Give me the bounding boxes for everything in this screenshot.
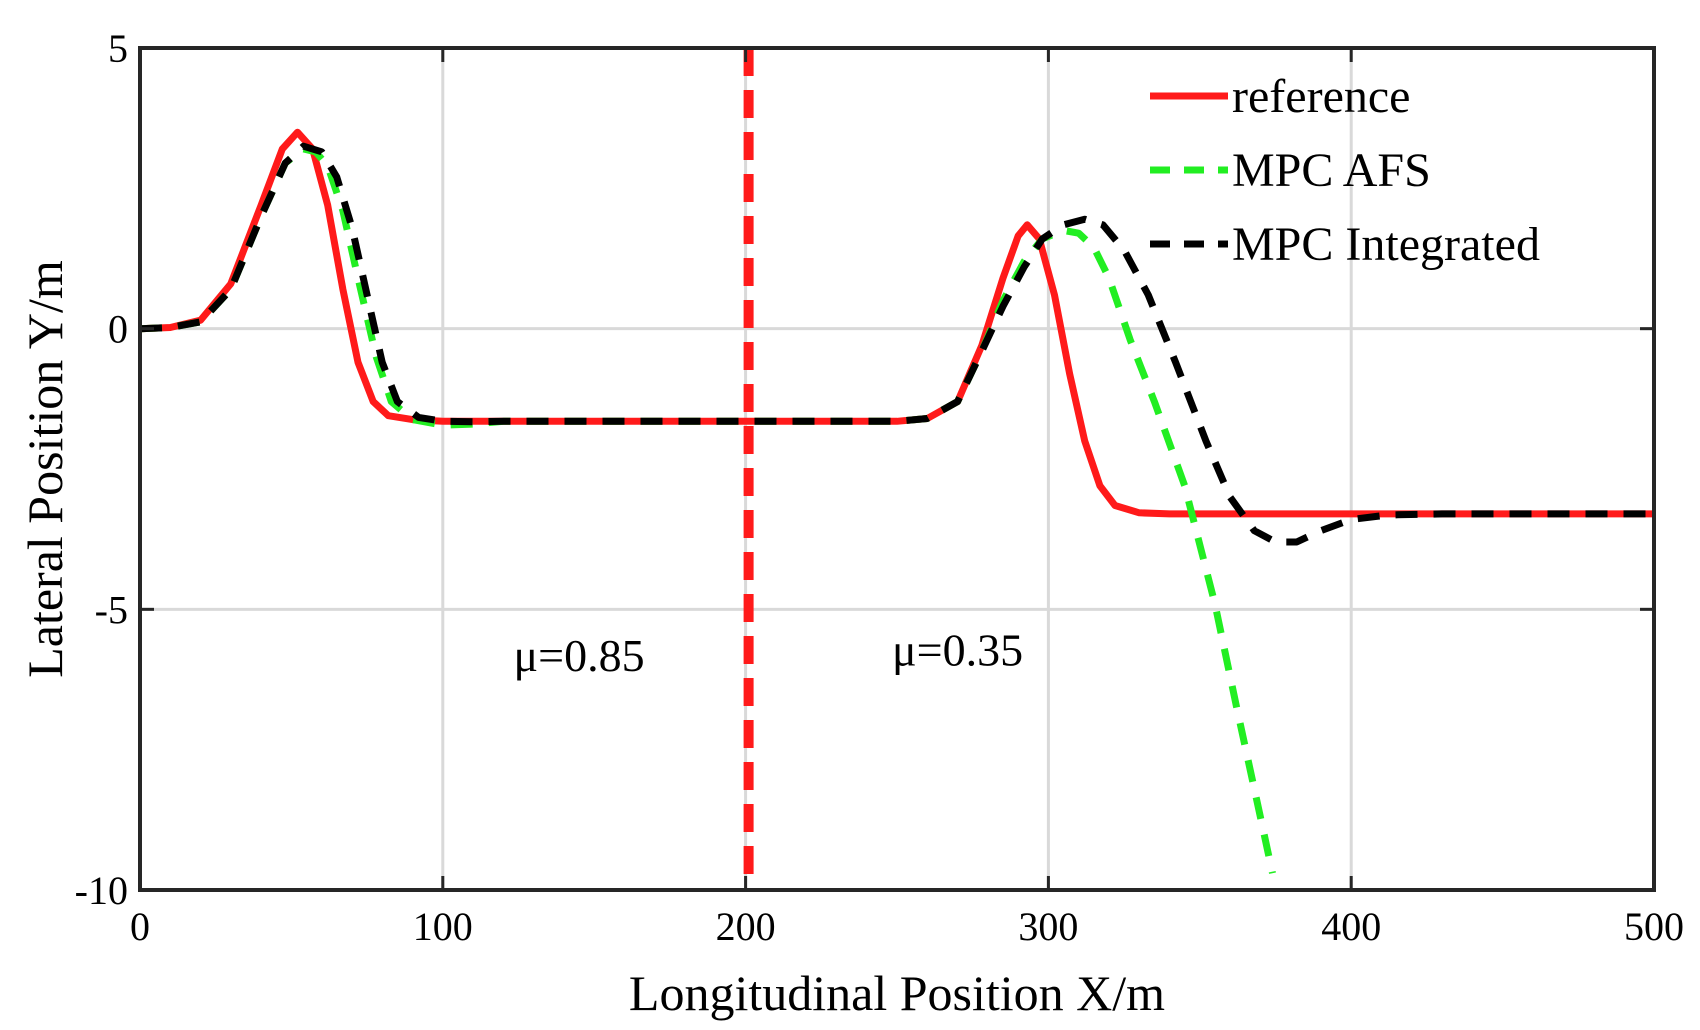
annotations: μ=0.85 μ=0.35 bbox=[514, 624, 1024, 681]
ticks: 0 100 200 300 400 500 5 0 -5 -10 bbox=[75, 26, 1684, 949]
x-tick-label: 200 bbox=[716, 904, 776, 949]
series-layer bbox=[139, 48, 1654, 890]
y-axis-label: Lateral Position Y/m bbox=[17, 260, 73, 678]
x-tick-label: 100 bbox=[413, 904, 473, 949]
y-tick-label: 5 bbox=[108, 26, 128, 71]
legend-label-reference: reference bbox=[1232, 70, 1410, 123]
x-tick-label: 0 bbox=[130, 904, 150, 949]
series-line-mpc-integrated bbox=[139, 142, 1654, 546]
annotation-friction-0: μ=0.85 bbox=[514, 630, 645, 681]
legend: reference MPC AFS MPC Integrated bbox=[1150, 70, 1540, 271]
x-tick-label: 500 bbox=[1624, 904, 1684, 949]
annotation-friction-1: μ=0.35 bbox=[892, 624, 1023, 675]
y-tick-label: 0 bbox=[108, 307, 128, 352]
series-line-mpc-afs bbox=[139, 145, 1276, 874]
x-tick-label: 400 bbox=[1321, 904, 1381, 949]
legend-label-mpc-integrated: MPC Integrated bbox=[1232, 218, 1540, 271]
y-tick-label: -10 bbox=[75, 868, 128, 913]
x-tick-label: 300 bbox=[1018, 904, 1078, 949]
plot-frame bbox=[138, 46, 1656, 892]
x-axis-label: Longitudinal Position X/m bbox=[629, 965, 1165, 1021]
y-tick-label: -5 bbox=[95, 587, 128, 632]
legend-label-mpc-afs: MPC AFS bbox=[1232, 144, 1431, 197]
